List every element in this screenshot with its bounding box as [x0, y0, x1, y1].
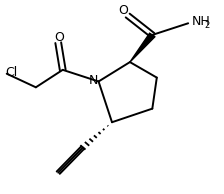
Text: O: O	[118, 4, 128, 17]
Text: NH: NH	[192, 15, 210, 28]
Polygon shape	[130, 33, 155, 62]
Text: 2: 2	[204, 21, 209, 30]
Text: O: O	[54, 31, 64, 44]
Text: Cl: Cl	[5, 66, 17, 79]
Text: N: N	[88, 74, 98, 87]
